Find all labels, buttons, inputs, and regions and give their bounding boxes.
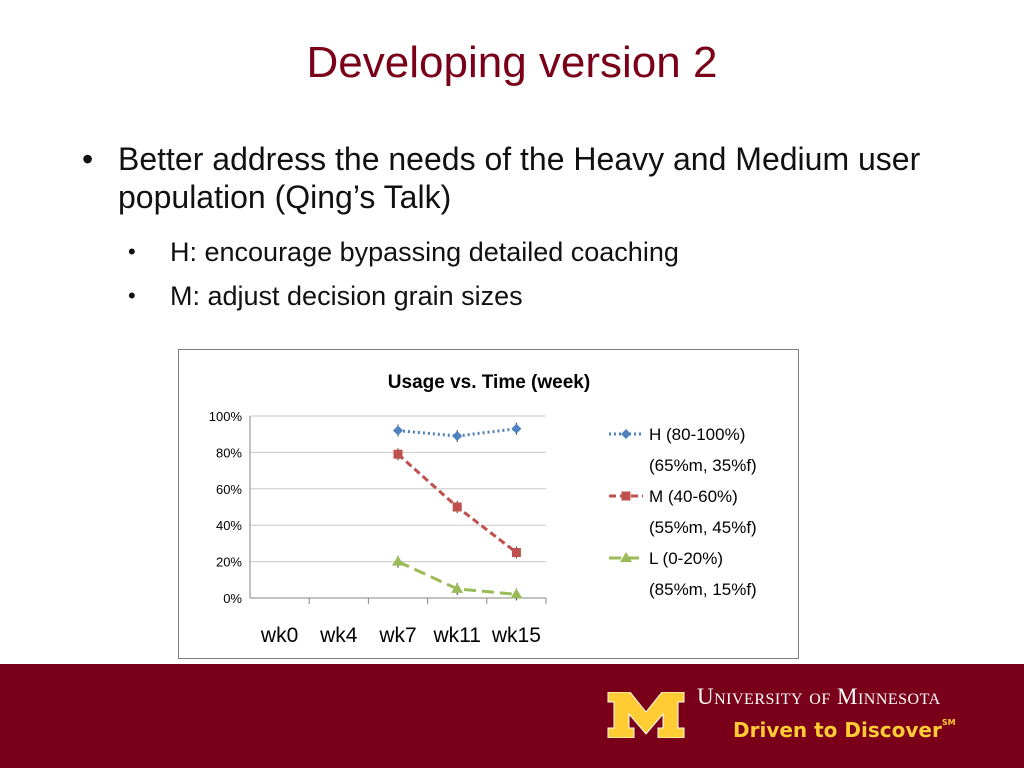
legend-label-detail: (85%m, 15%f) [649, 580, 757, 599]
y-tick-label: 60% [216, 482, 242, 497]
slide-title: Developing version 2 [306, 38, 718, 87]
usage-chart: Usage vs. Time (week) 0% 20% 40% 60% 80% 100% w… [178, 349, 799, 659]
y-tick-label: 0% [223, 591, 242, 606]
data-point-marker [452, 502, 462, 512]
y-tick-label: 80% [216, 445, 242, 460]
sub-bullet-item: • H: encourage bypassing detailed coachi… [82, 236, 962, 268]
bullet-item: • Better address the needs of the Heavy … [82, 140, 962, 216]
data-point-marker [511, 548, 521, 557]
chart-canvas: Usage vs. Time (week) 0% 20% 40% 60% 80% 100% w… [209, 372, 757, 647]
data-point-marker [452, 431, 463, 442]
bullet-dot-icon: • [128, 283, 136, 308]
legend-label: H (80-100%) [649, 425, 745, 444]
legend-marker [621, 429, 631, 439]
data-point-marker [451, 582, 464, 593]
service-mark: SM [941, 718, 956, 727]
sub-bullet-text: H: encourage bypassing detailed coaching [170, 237, 679, 267]
legend-label: M (40-60%) [649, 487, 738, 506]
university-name-text: University of Minnesota [697, 684, 941, 709]
data-point-marker [393, 425, 403, 436]
x-tick-label: wk11 [432, 624, 480, 647]
x-tick-label: wk4 [319, 624, 358, 647]
x-tick-label: wk0 [260, 624, 298, 647]
bullet-dot-icon: • [82, 141, 94, 177]
legend-label: L (0-20%) [649, 549, 723, 568]
footer-bar [0, 664, 1024, 768]
x-tick-label: wk15 [491, 624, 541, 647]
x-tick-label: wk7 [378, 624, 416, 647]
data-point-marker [511, 423, 522, 434]
legend-marker [620, 552, 632, 562]
bullet-list: • Better address the needs of the Heavy … [82, 140, 962, 312]
legend-label-detail: (65%m, 35%f) [649, 456, 757, 475]
block-m-logo-icon [607, 692, 685, 738]
sub-bullet-text: M: adjust decision grain sizes [170, 281, 523, 311]
y-tick-label: 20% [216, 555, 242, 570]
data-point-marker [393, 449, 403, 459]
y-tick-label: 100% [209, 409, 243, 424]
bullet-text: Better address the needs of the Heavy an… [118, 141, 921, 215]
data-point-marker [392, 555, 404, 566]
legend-marker [621, 491, 631, 501]
chart-title: Usage vs. Time (week) [388, 372, 590, 393]
tagline: Driven to DiscoverSM [733, 718, 956, 742]
tagline-text: Driven to Discover [733, 718, 942, 742]
data-point-marker [510, 588, 523, 599]
sub-bullet-item: • M: adjust decision grain sizes [82, 280, 962, 312]
legend-label-detail: (55%m, 45%f) [649, 518, 757, 537]
bullet-dot-icon: • [128, 239, 136, 264]
university-name: University of Minnesota [697, 684, 1017, 710]
y-tick-label: 40% [216, 518, 242, 533]
